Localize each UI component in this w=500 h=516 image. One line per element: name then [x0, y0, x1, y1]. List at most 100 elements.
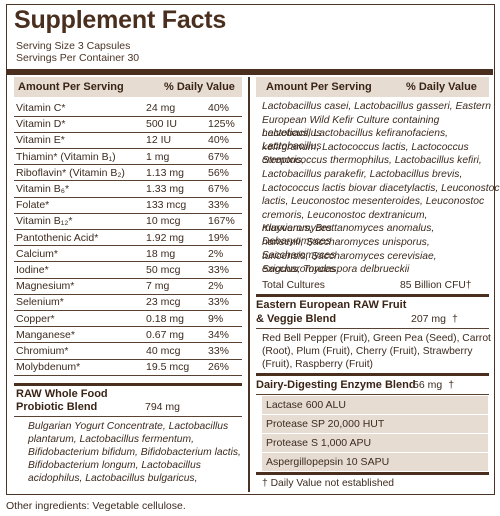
nutrient-amount: 1.33 mg [146, 183, 184, 195]
fruit-title-rule [256, 328, 489, 329]
column-divider [248, 77, 250, 492]
nutrient-name: Magnesium* [16, 280, 75, 293]
nutrient-amount: 18 mg [146, 247, 176, 260]
fruit-blend-title-line1: Eastern European RAW Fruit [256, 299, 407, 311]
nutrient-daily-value: 33% [208, 264, 230, 276]
nutrient-row: Vitamin B₆* 1.33 mg 67% [14, 182, 242, 198]
probiotic-ingredient-line: marxianus, Brettanomyces anomalus, Debar… [262, 223, 435, 248]
amount-per-serving-label: Amount Per Serving [18, 81, 124, 93]
servings-per-container: Servings Per Container 30 [16, 52, 140, 64]
nutrient-amount: 40 mcg [146, 345, 181, 357]
nutrient-amount: 1.13 mg [146, 166, 184, 179]
nutrient-row: Riboflavin* (Vitamin B₂) 1.13 mg 56% [14, 166, 242, 182]
probiotic-ingredient-line: Bulgarian Yogurt Concentrate, Lactobacil… [28, 421, 229, 432]
daily-value-label: % Daily Value [164, 81, 235, 93]
enzyme-item: Aspergillopepsin 10 SAPU [262, 453, 488, 471]
nutrient-name: Riboflavin* (Vitamin B₂) [16, 166, 125, 179]
enzyme-blend-title: Dairy-Digesting Enzyme Blend [256, 379, 416, 391]
probiotic-blend-title-line1: RAW Whole Food [16, 388, 108, 400]
nutrient-daily-value: 34% [208, 328, 230, 341]
nutrient-name: Vitamin C* [16, 102, 66, 114]
probiotic-blend-amount: 794 mg [145, 401, 181, 413]
nutrient-amount: 0.18 mg [146, 312, 184, 325]
probiotic-ingredient-line: Bifidobacterium bifidum, Bifidobacterium… [28, 447, 241, 458]
nutrient-daily-value: 40% [208, 134, 230, 147]
enzyme-item: Protease S 1,000 APU [262, 434, 488, 452]
nutrient-row: Thiamin* (Vitamin B₁) 1 mg 67% [14, 150, 242, 166]
total-cultures-value: 85 Billion CFU† [400, 280, 472, 291]
nutrient-daily-value: 56% [208, 166, 230, 179]
nutrient-daily-value: 33% [208, 296, 230, 309]
serving-size: Serving Size 3 Capsules [16, 40, 131, 52]
nutrient-name: Vitamin B₆* [16, 183, 70, 195]
nutrient-daily-value: 167% [208, 215, 235, 228]
probiotic-ingredient-line: lactis, Leuconostoc mesenteroides, Leuco… [262, 196, 485, 208]
probiotic-ingredient-line: kefirgranum, Lactococcus lactis, Lactoco… [262, 141, 469, 166]
nutrient-daily-value: 67% [208, 183, 230, 195]
other-ingredients: Other ingredients: Vegetable cellulose. [6, 500, 186, 512]
fruit-ingredient-line: (Fruit), Raspberry (Fruit) [262, 359, 373, 370]
footnote-divider [256, 472, 489, 475]
nutrient-name: Calcium* [16, 247, 59, 260]
nutrient-amount: 10 mcg [146, 215, 181, 228]
probiotic-ingredient-line: turicensis, Saccharomyces cerevisiae, Sa… [262, 250, 437, 275]
enzyme-blend-divider [256, 373, 489, 376]
enzyme-item: Lactase 600 ALU [262, 396, 488, 414]
probiotic-ingredient-line: plantarum, Lactobacillus fermentum, [28, 434, 194, 445]
nutrient-row: Vitamin B₁₂* 10 mcg 167% [14, 214, 242, 230]
probiotic-ingredient-line: hansenii, Saccharomyces unisporus, Sacch… [262, 237, 430, 261]
nutrient-daily-value: 33% [208, 199, 230, 212]
nutrient-name: Manganese* [16, 328, 75, 341]
daily-value-label-right: % Daily Value [406, 81, 477, 93]
enzyme-blend-amount-value: 56 mg [413, 379, 443, 391]
nutrient-row: Vitamin C* 24 mg 40% [14, 101, 242, 117]
nutrient-amount: 12 IU [146, 134, 172, 147]
nutrient-name: Copper* [16, 312, 55, 325]
nutrient-name: Iodine* [16, 264, 49, 276]
probiotic-ingredient-line: Lactococcus lactis biovar diacetylactis,… [262, 182, 500, 194]
daily-value-footnote: † Daily Value not established [262, 478, 395, 489]
probiotic-title-rule [14, 416, 242, 417]
nutrient-row: Manganese* 0.67 mg 34% [14, 328, 242, 344]
nutrient-name: Folate* [16, 199, 50, 212]
nutrient-row: Vitamin D* 500 IU 125% [14, 117, 242, 133]
probiotic-ingredient-line: Lactobacillus casei, Lactobacillus gasse… [262, 101, 491, 112]
probiotic-ingredient-line: European Wild Kefir Culture containing L… [262, 114, 440, 139]
nutrient-amount: 133 mcg [146, 199, 187, 212]
nutrient-row: Molybdenum* 19.5 mcg 26% [14, 360, 242, 376]
probiotic-ingredient-line: Bifidobacterium longum, Lactobacillus [28, 460, 201, 471]
nutrient-amount: 500 IU [146, 118, 177, 131]
fruit-ingredient-line: (Root), Plum (Fruit), Cherry (Fruit), St… [262, 346, 473, 357]
probiotic-ingredient-line: cremoris, Leuconostoc dextranicum, Kluyv… [262, 209, 428, 234]
nutrient-row: Vitamin E* 12 IU 40% [14, 133, 242, 149]
nutrient-row: Pantothenic Acid* 1.92 mg 19% [14, 231, 242, 247]
fruit-blend-title-line2: & Veggie Blend [256, 313, 337, 325]
nutrient-name: Molybdenum* [16, 361, 81, 374]
fruit-blend-amount-value: 207 mg [411, 313, 447, 325]
probiotic-blend-title-line2: Probiotic Blend [16, 401, 98, 413]
nutrient-amount: 19.5 mcg [146, 361, 190, 374]
nutrient-name: Vitamin E* [16, 134, 65, 147]
nutrient-amount: 23 mcg [146, 296, 181, 309]
header-divider-bar [7, 69, 493, 75]
nutrient-daily-value: 9% [208, 312, 224, 325]
nutrient-daily-value: 33% [208, 345, 230, 357]
fruit-blend-amount: 207 mg † [411, 313, 458, 326]
label-title: Supplement Facts [14, 6, 227, 34]
nutrient-daily-value: 2% [208, 247, 224, 260]
probiotic-ingredient-line: acidophilus, Lactobacillus bulgaricus, [28, 473, 198, 484]
nutrient-name: Chromium* [16, 345, 69, 357]
nutrient-daily-value: 125% [208, 118, 235, 131]
probiotic-ingredient-line: exiguus, Torulaspora delbrueckii [262, 264, 410, 276]
enzyme-blend-dagger: † [448, 379, 455, 391]
nutrient-name: Vitamin D* [16, 118, 66, 131]
nutrient-name: Pantothenic Acid* [16, 231, 99, 244]
nutrient-row: Iodine* 50 mcg 33% [14, 263, 242, 279]
probiotic-ingredient-line: Lactobacillus parakefir, Lactobacillus b… [262, 169, 463, 180]
nutrient-name: Selenium* [16, 296, 64, 309]
probiotic-ingredient-line: helveticus, Lactobacillus kefiranofacien… [262, 128, 449, 153]
nutrient-amount: 7 mg [146, 280, 170, 293]
nutrient-daily-value: 26% [208, 361, 230, 374]
probiotic-divider [14, 383, 242, 386]
nutrient-row: Calcium* 18 mg 2% [14, 247, 242, 263]
